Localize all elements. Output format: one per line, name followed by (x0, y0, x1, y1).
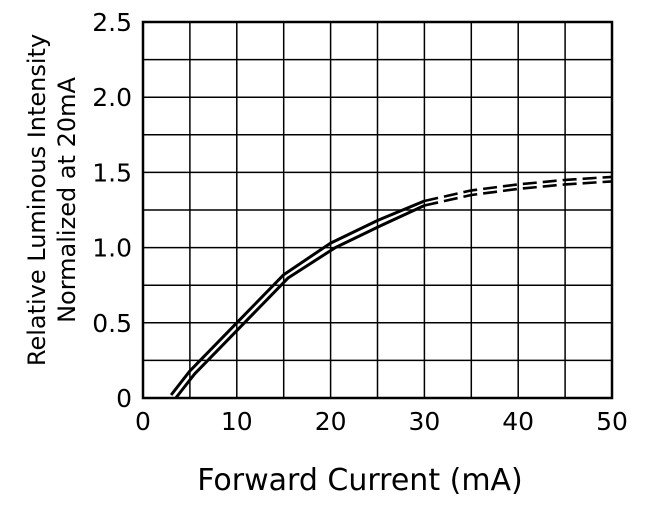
series-line-1 (169, 199, 425, 396)
x-tick-labels: 0 10 20 30 40 50 (135, 407, 628, 436)
plot-frame (141, 20, 614, 400)
x-tick-label: 50 (596, 407, 628, 436)
series-line-3 (424, 175, 613, 203)
y-axis-title-line-2: Normalized at 20mA (53, 77, 81, 323)
y-tick-label: 2.0 (92, 83, 132, 112)
x-tick-label: 40 (502, 407, 534, 436)
grid (143, 22, 612, 398)
series-group (169, 175, 613, 399)
plot-border (141, 20, 614, 400)
y-axis-title: Relative Luminous Intensity Normalized a… (23, 34, 81, 366)
y-tick-label: 0.5 (92, 309, 132, 338)
x-axis-title: Forward Current (mA) (197, 463, 523, 498)
y-tick-label: 1.5 (92, 158, 132, 187)
series-line-2 (174, 204, 426, 399)
series-line-4 (424, 180, 613, 207)
x-tick-label: 0 (135, 407, 151, 436)
y-tick-label: 0 (116, 384, 132, 413)
x-tick-label: 20 (315, 407, 347, 436)
y-tick-label: 1.0 (92, 234, 132, 263)
y-axis-title-line-1: Relative Luminous Intensity (23, 34, 51, 366)
x-tick-label: 10 (221, 407, 253, 436)
x-tick-label: 30 (408, 407, 440, 436)
y-tick-label: 2.5 (92, 8, 132, 37)
y-tick-labels: 0 0.5 1.0 1.5 2.0 2.5 (92, 8, 132, 413)
